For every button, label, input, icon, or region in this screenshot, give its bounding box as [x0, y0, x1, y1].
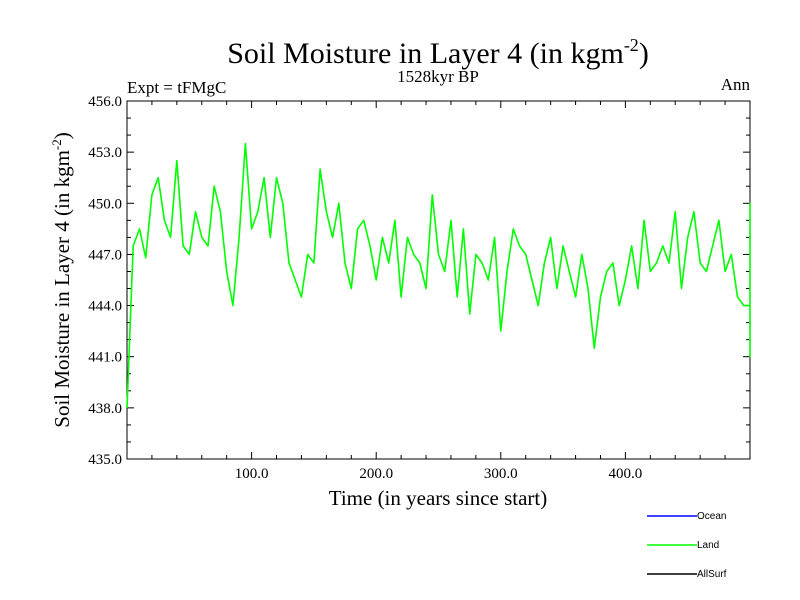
- period-label: 1528kyr BP: [397, 67, 479, 86]
- legend-label-land: Land: [697, 540, 719, 551]
- plot-area: [126, 100, 751, 460]
- x-tick-label: 200.0: [359, 466, 393, 482]
- land-series-line: [126, 142, 751, 408]
- y-tick-label: 435.0: [88, 452, 122, 468]
- y-tick-label: 450.0: [88, 196, 122, 212]
- x-axis-title: Time (in years since start): [329, 486, 548, 510]
- x-axis: 100.0 200.0 300.0 400.0: [151, 101, 726, 482]
- y-tick-label: 456.0: [88, 94, 122, 110]
- y-tick-label: 447.0: [88, 247, 122, 263]
- y-tick-label: 438.0: [88, 401, 122, 417]
- x-tick-label: 400.0: [609, 466, 643, 482]
- season-label: Ann: [721, 75, 751, 94]
- chart-title: Soil Moisture in Layer 4 (in kgm-2): [227, 35, 649, 70]
- legend-label-allsurf: AllSurf: [697, 569, 727, 580]
- y-tick-label: 444.0: [88, 299, 122, 315]
- experiment-label: Expt = tFMgC: [127, 78, 226, 97]
- x-tick-label: 300.0: [484, 466, 518, 482]
- y-axis-title: Soil Moisture in Layer 4 (in kgm-2): [49, 132, 74, 427]
- y-tick-label: 453.0: [88, 145, 122, 161]
- y-tick-label: 441.0: [88, 350, 122, 366]
- legend-label-ocean: Ocean: [697, 511, 726, 522]
- legend: Ocean Land AllSurf: [647, 511, 727, 580]
- x-tick-label: 100.0: [235, 466, 269, 482]
- y-axis: 435.0 438.0 441.0 444.0 447.0 450.0 453.0 456.0: [88, 94, 750, 468]
